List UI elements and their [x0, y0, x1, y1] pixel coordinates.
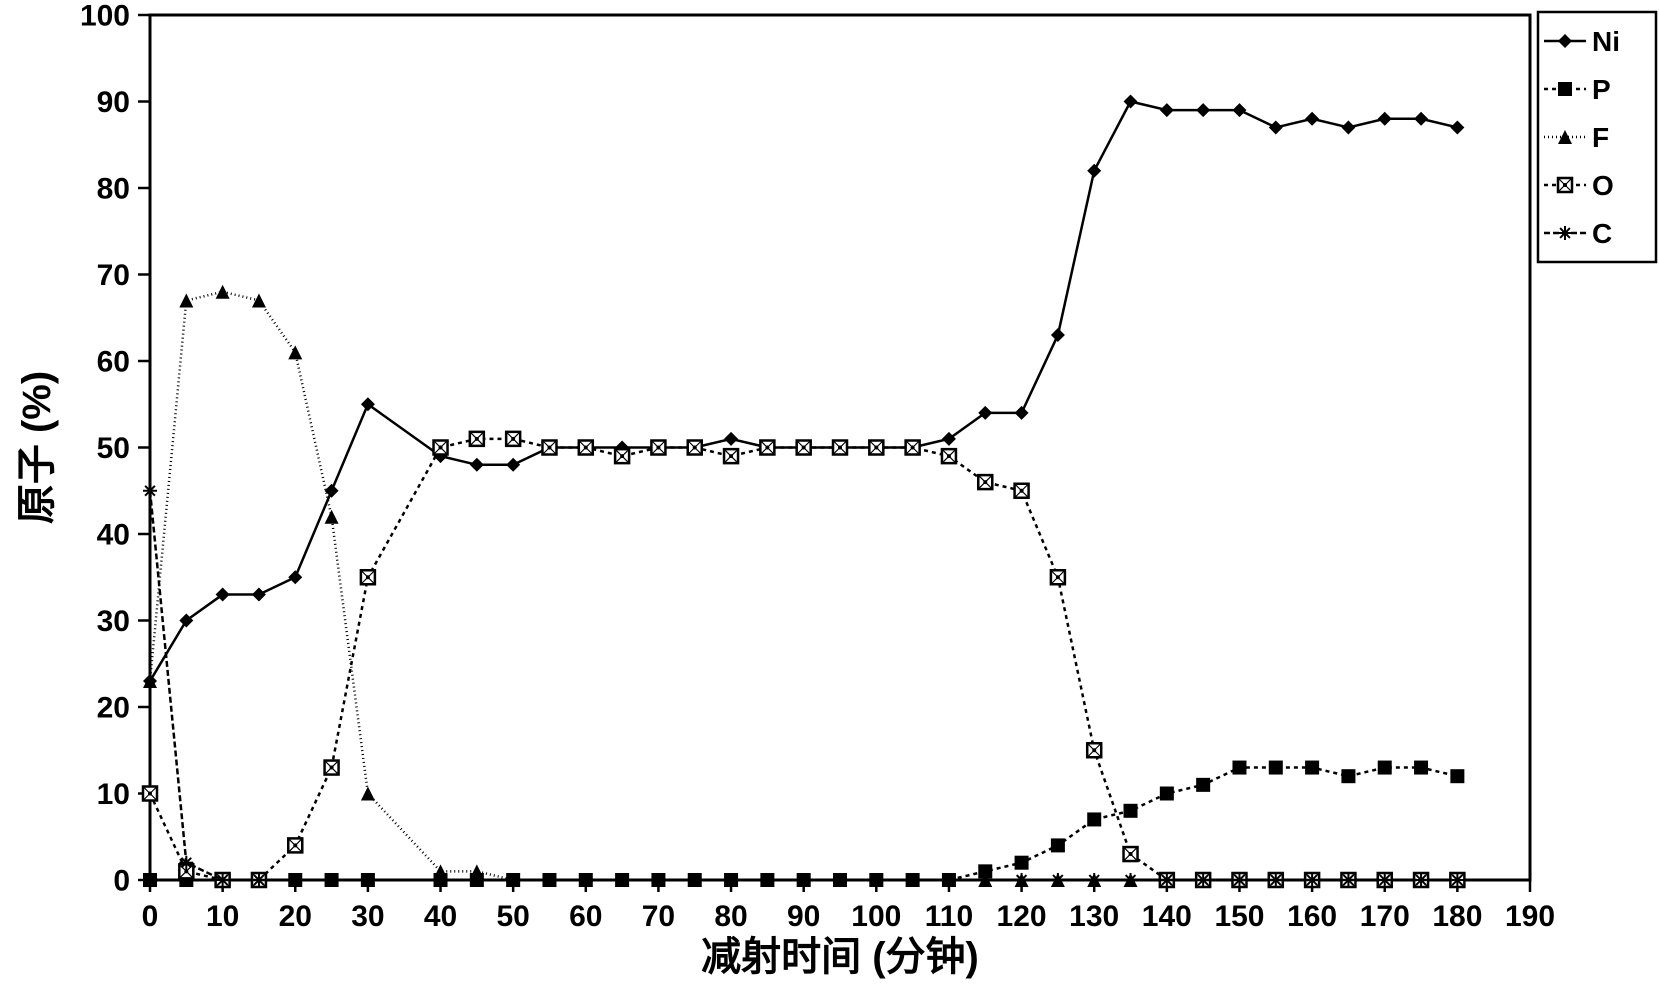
- y-axis-label: 原子 (%): [15, 371, 59, 524]
- svg-text:50: 50: [496, 900, 529, 933]
- svg-text:10: 10: [206, 900, 239, 933]
- depth-profile-chart: 0102030405060708090100110120130140150160…: [0, 0, 1659, 990]
- svg-text:C: C: [1592, 218, 1612, 249]
- svg-text:80: 80: [97, 173, 130, 206]
- svg-text:120: 120: [997, 900, 1047, 933]
- svg-text:90: 90: [97, 86, 130, 119]
- svg-text:30: 30: [97, 605, 130, 638]
- svg-text:140: 140: [1142, 900, 1192, 933]
- svg-text:20: 20: [279, 900, 312, 933]
- svg-text:180: 180: [1432, 900, 1482, 933]
- svg-text:20: 20: [97, 692, 130, 725]
- svg-text:150: 150: [1214, 900, 1264, 933]
- svg-text:P: P: [1592, 74, 1611, 105]
- series-Ni: [143, 95, 1464, 689]
- svg-text:70: 70: [642, 900, 675, 933]
- svg-text:50: 50: [97, 432, 130, 465]
- svg-text:40: 40: [97, 519, 130, 552]
- svg-text:100: 100: [851, 900, 901, 933]
- chart-container: 0102030405060708090100110120130140150160…: [0, 0, 1659, 990]
- svg-text:F: F: [1592, 122, 1609, 153]
- svg-text:90: 90: [787, 900, 820, 933]
- svg-text:110: 110: [925, 900, 973, 933]
- svg-text:70: 70: [97, 259, 130, 292]
- svg-text:170: 170: [1360, 900, 1410, 933]
- svg-text:60: 60: [569, 900, 602, 933]
- svg-text:190: 190: [1505, 900, 1555, 933]
- x-axis-label: 减射时间 (分钟): [701, 935, 979, 979]
- series-O: [143, 432, 1464, 887]
- svg-text:160: 160: [1287, 900, 1337, 933]
- legend: Ni PFOC: [1538, 12, 1656, 262]
- series-F: [143, 285, 1464, 887]
- svg-text:60: 60: [97, 346, 130, 379]
- series-C: [143, 484, 1464, 887]
- svg-text:30: 30: [351, 900, 384, 933]
- series-P: [143, 761, 1464, 887]
- svg-text:130: 130: [1069, 900, 1119, 933]
- svg-text:0: 0: [142, 900, 159, 933]
- svg-text:40: 40: [424, 900, 457, 933]
- svg-text:10: 10: [97, 778, 130, 811]
- svg-text:O: O: [1592, 170, 1614, 201]
- svg-text:0: 0: [113, 865, 130, 898]
- svg-text:80: 80: [714, 900, 747, 933]
- svg-text:Ni: Ni: [1592, 26, 1620, 57]
- svg-text:100: 100: [80, 0, 130, 33]
